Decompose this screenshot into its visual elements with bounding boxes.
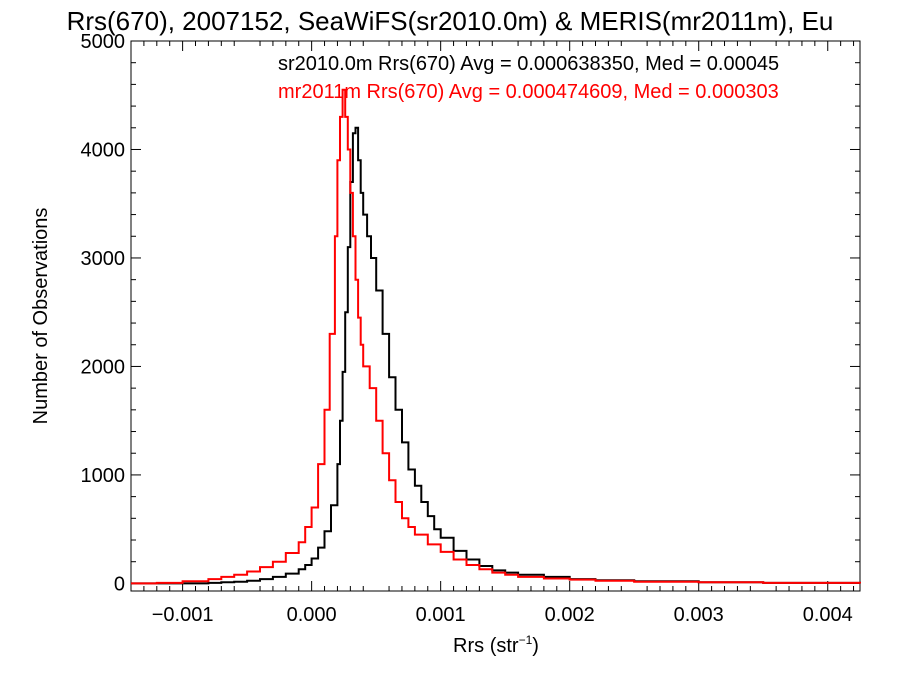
y-tick-label: 2000: [81, 356, 126, 378]
x-tick-label: 0.001: [416, 604, 466, 626]
y-tick-label: 0: [114, 573, 125, 595]
y-axis-label: Number of Observations: [30, 208, 52, 425]
x-axis-label-main: Rrs (str: [453, 635, 519, 657]
x-tick-label: −0.001: [152, 604, 214, 626]
x-tick-label: 0.000: [287, 604, 337, 626]
series-line-sr2010: [131, 126, 861, 585]
y-tick-label: 3000: [81, 248, 126, 270]
x-tick-label: 0.002: [545, 604, 595, 626]
plot-area-frame: [130, 40, 861, 592]
x-tick-label: 0.004: [803, 604, 853, 626]
series-layer: [131, 88, 861, 585]
chart-title: Rrs(670), 2007152, SeaWiFS(sr2010.0m) & …: [67, 6, 834, 36]
y-tick-label: 4000: [81, 139, 126, 161]
x-tick-label: 0.003: [674, 604, 724, 626]
legend-entry-black-series: sr2010.0m Rrs(670) Avg = 0.000638350, Me…: [278, 53, 779, 75]
legend-entry-red-series: mr2011m Rrs(670) Avg = 0.000474609, Med …: [278, 81, 779, 103]
series-line-mr2011: [131, 88, 861, 585]
x-axis: −0.001 0.000 0.001 0.002 0.003 0.004: [130, 41, 855, 626]
x-axis-label: Rrs (str−1): [453, 633, 539, 657]
y-tick-label: 1000: [81, 465, 126, 487]
x-axis-label-exponent: −1: [519, 633, 533, 647]
x-axis-label-close: ): [532, 635, 539, 657]
y-axis: 0 1000 2000 3000 4000 5000: [81, 31, 860, 595]
y-tick-label: 5000: [81, 31, 126, 53]
